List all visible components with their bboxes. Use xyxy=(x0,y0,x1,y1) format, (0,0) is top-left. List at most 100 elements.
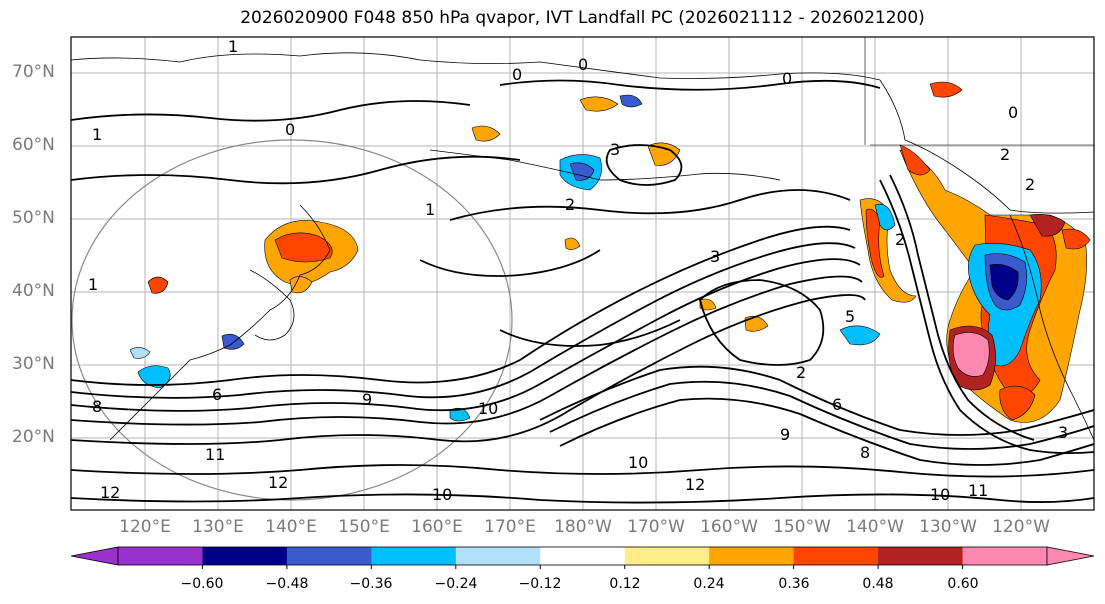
patch-coast-navy xyxy=(989,264,1019,301)
contour-label-10: 10 xyxy=(478,399,498,418)
colorbar-label-neg012: −0.12 xyxy=(518,576,562,592)
lon-label-170e: 170°E xyxy=(484,517,536,537)
colorbar-segment xyxy=(709,547,795,565)
patch-arctic-orange xyxy=(471,125,501,142)
contour-label-11: 11 xyxy=(205,445,225,464)
patch-arctic-orange2 xyxy=(579,96,619,112)
patch-bering-dark xyxy=(569,162,595,181)
lon-label-130w: 130°W xyxy=(919,517,977,537)
contour-label-12: 12 xyxy=(685,475,705,494)
colorbar-label-060: 0.60 xyxy=(947,576,979,592)
patch-nw-red xyxy=(1061,228,1091,250)
lon-label-170w: 170°W xyxy=(627,517,685,537)
contour-label-11: 11 xyxy=(968,481,988,500)
contour-label-12: 12 xyxy=(100,483,120,502)
colorbar-segment xyxy=(202,547,288,565)
colorbar-min-arrow xyxy=(70,546,119,566)
lon-label-120w: 120°W xyxy=(992,517,1050,537)
contour-label-0: 0 xyxy=(578,55,588,74)
map-frame xyxy=(70,36,1095,511)
patch-aleut-orange xyxy=(647,142,681,166)
colorbar-segment xyxy=(371,547,457,565)
lon-label-140e: 140°E xyxy=(265,517,317,537)
contour-label-2: 2 xyxy=(565,195,575,214)
colorbar-label-036: 0.36 xyxy=(778,576,810,592)
range-circle xyxy=(71,139,513,501)
patch-asia-small xyxy=(289,276,313,294)
colorbar-label-012: 0.12 xyxy=(609,576,641,592)
colorbar-segment xyxy=(540,547,626,565)
lon-label-150w: 150°W xyxy=(773,517,831,537)
colorbar-label-neg060: −0.60 xyxy=(180,576,224,592)
contour-label-0: 0 xyxy=(285,120,295,139)
colorbar-ticks xyxy=(201,565,964,569)
lat-label-30n: 30°N xyxy=(12,354,55,374)
colorbar-label-neg036: −0.36 xyxy=(349,576,393,592)
patch-mid-orange2 xyxy=(744,315,769,332)
contour-label-8: 8 xyxy=(860,443,870,462)
contour-label-0: 0 xyxy=(512,65,522,84)
contour-label-10: 10 xyxy=(930,485,950,504)
patch-asia-red xyxy=(274,232,333,263)
lat-label-20n: 20°N xyxy=(12,427,55,447)
contour-label-2: 2 xyxy=(796,363,806,382)
colorbar-segment xyxy=(793,547,879,565)
patch-bc-red xyxy=(1029,214,1066,237)
patch-bc-north xyxy=(899,144,931,176)
patch-alaska-orange xyxy=(929,81,963,98)
patch-gulf-red xyxy=(865,208,885,278)
contour-label-group: 0 0 0 0 0 1 1 1 1 2 2 2 2 2 3 3 3 5 6 6 … xyxy=(88,37,1068,504)
contour-label-1: 1 xyxy=(92,125,102,144)
contour-label-0: 0 xyxy=(1008,103,1018,122)
contour-label-0: 0 xyxy=(782,69,792,88)
colorbar-segment xyxy=(624,547,710,565)
patch-sw-red xyxy=(999,385,1036,421)
contour-label-8: 8 xyxy=(92,397,102,416)
graticule xyxy=(71,37,1094,510)
patch-china-light xyxy=(129,347,151,359)
contour-label-1: 1 xyxy=(88,275,98,294)
contour-label-12: 12 xyxy=(268,473,288,492)
lat-label-40n: 40°N xyxy=(12,281,55,301)
contour-label-10: 10 xyxy=(432,485,452,504)
patch-trop-blue xyxy=(449,407,471,422)
contour-label-2: 2 xyxy=(1025,175,1035,194)
contour-label-2: 2 xyxy=(895,230,905,249)
contour-label-2: 2 xyxy=(1000,145,1010,164)
contour-label-10: 10 xyxy=(628,453,648,472)
patch-mid-orange xyxy=(564,237,581,250)
colorbar-segment xyxy=(286,547,372,565)
contour-label-3: 3 xyxy=(610,140,620,159)
contour-label-3: 3 xyxy=(1058,423,1068,442)
lon-label-180w: 180°W xyxy=(554,517,612,537)
lat-label-60n: 60°N xyxy=(12,135,55,155)
patch-arctic-blue xyxy=(619,94,643,108)
contour-label-9: 9 xyxy=(780,425,790,444)
colorbar-max-arrow xyxy=(1046,546,1095,566)
lon-label-150e: 150°E xyxy=(338,517,390,537)
colorbar-label-024: 0.24 xyxy=(693,576,725,592)
contour-label-9: 9 xyxy=(362,390,372,409)
lon-label-160w: 160°W xyxy=(700,517,758,537)
lon-label-120e: 120°E xyxy=(119,517,171,537)
anomaly-patches xyxy=(129,81,1091,423)
patch-korea xyxy=(147,276,169,294)
colorbar-label-048: 0.48 xyxy=(862,576,894,592)
colorbar xyxy=(70,546,1095,569)
lon-label-160e: 160°E xyxy=(411,517,463,537)
colorbar-segment xyxy=(118,547,203,565)
lat-label-70n: 70°N xyxy=(12,62,55,82)
colorbar-segments xyxy=(117,546,1048,566)
lon-label-140w: 140°W xyxy=(846,517,904,537)
colorbar-segment xyxy=(878,547,964,565)
colorbar-label-neg048: −0.48 xyxy=(265,576,309,592)
patch-mid-blue xyxy=(839,325,881,346)
lon-label-130e: 130°E xyxy=(192,517,244,537)
patch-china-blue xyxy=(137,365,171,389)
contour-label-6: 6 xyxy=(212,385,222,404)
map-area: 0 0 0 0 0 1 1 1 1 2 2 2 2 2 3 3 3 5 6 6 … xyxy=(71,37,1094,510)
contour-label-3: 3 xyxy=(710,247,720,266)
colorbar-segment xyxy=(455,547,541,565)
contour-label-6: 6 xyxy=(832,395,842,414)
